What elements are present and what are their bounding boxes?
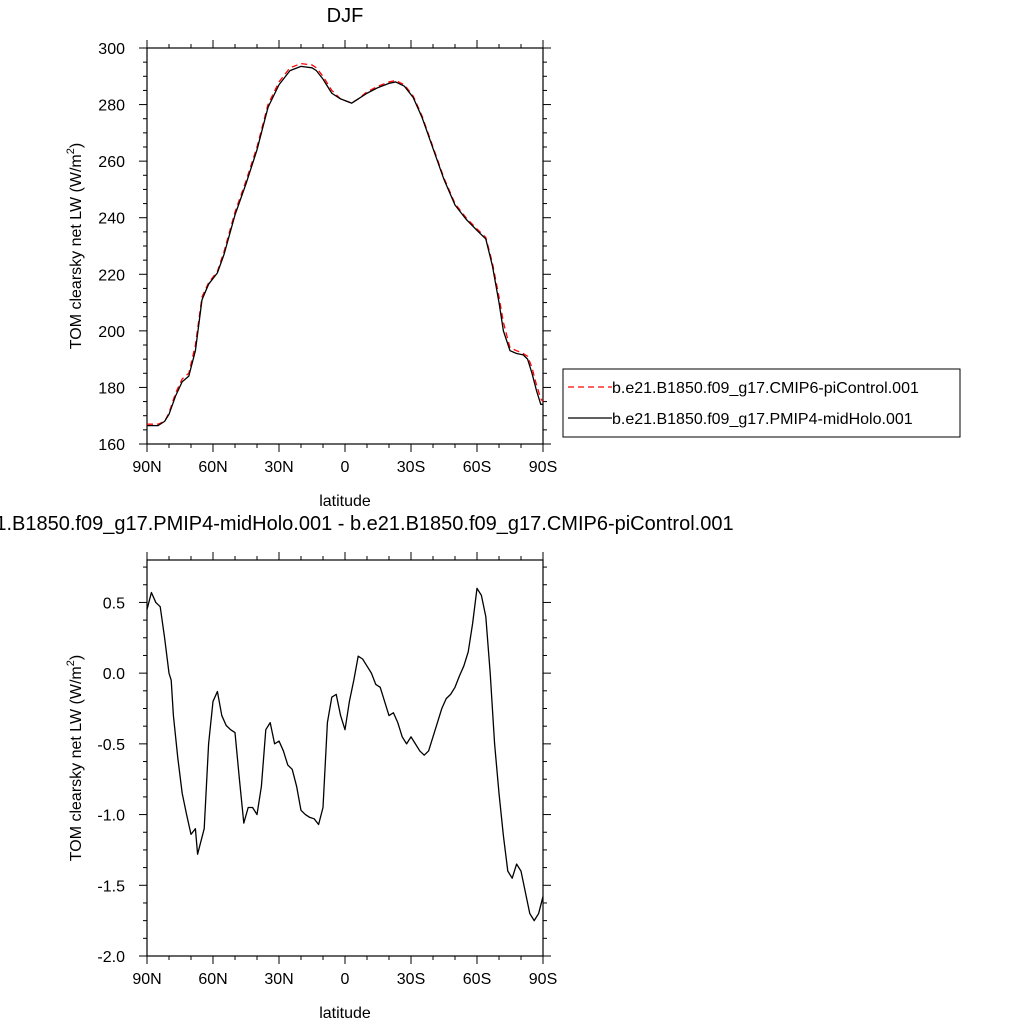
y-tick-label: 300	[98, 41, 125, 58]
x-tick-label: 30S	[397, 459, 425, 476]
series-line-0-1	[147, 65, 543, 427]
legend: b.e21.B1850.f09_g17.CMIP6-piControl.001 …	[562, 368, 961, 438]
top-tick-labels: 90N 60N 30N 0 30S 60S 90S 160 180 200 220 240 260 280…	[98, 41, 557, 476]
x-tick-label: 60S	[463, 459, 491, 476]
bottom-panel: b.e21.B1850.f09_g17.PMIP4-midHolo.001 - …	[0, 513, 734, 1022]
x-tick-label: 90N	[132, 459, 161, 476]
top-chart-title: DJF	[327, 5, 364, 27]
bottom-axis-ticks	[139, 552, 551, 964]
x-tick-label: 90S	[529, 459, 557, 476]
y-tick-label: -2.0	[97, 949, 125, 966]
y-tick-label: 240	[98, 211, 125, 228]
bottom-y-axis-label-sup: 2	[65, 660, 77, 666]
x-tick-label: 30N	[264, 459, 293, 476]
bottom-tick-labels: 90N 60N 30N 0 30S 60S 90S -2.0 -1.5 -1.0 -0.5 0.0 0.…	[97, 595, 557, 988]
x-tick-label: 90S	[529, 971, 557, 988]
x-tick-label: 0	[341, 459, 350, 476]
x-tick-label: 60S	[463, 971, 491, 988]
series-line-0-0	[147, 62, 544, 425]
series-line-1-0	[146, 587, 544, 922]
legend-label-picontrol: b.e21.B1850.f09_g17.CMIP6-piControl.001	[612, 380, 919, 397]
y-tick-label: 220	[98, 267, 125, 284]
top-x-axis-label: latitude	[319, 493, 371, 510]
y-tick-label: -0.5	[97, 737, 125, 754]
legend-box	[562, 368, 961, 438]
bottom-y-axis-label-main: TOM clearsky net LW (W/m	[68, 666, 85, 861]
top-y-axis-label-sup: 2	[65, 148, 77, 154]
top-plot-frame	[146, 47, 544, 445]
top-y-axis-label-main: TOM clearsky net LW (W/m	[68, 154, 85, 349]
bottom-y-axis-label-close: )	[68, 655, 85, 660]
x-tick-label: 30N	[264, 971, 293, 988]
y-tick-label: -1.0	[97, 808, 125, 825]
y-tick-label: 180	[98, 380, 125, 397]
bottom-plot-frame	[146, 559, 544, 957]
bottom-series-lines	[146, 587, 544, 922]
x-tick-label: 60N	[198, 459, 227, 476]
x-tick-label: 90N	[132, 971, 161, 988]
bottom-chart-title: b.e21.B1850.f09_g17.PMIP4-midHolo.001 - …	[0, 513, 734, 535]
legend-label-midholo: b.e21.B1850.f09_g17.PMIP4-midHolo.001	[612, 411, 913, 428]
y-tick-label: 0.0	[103, 666, 125, 683]
bottom-y-axis-label: TOM clearsky net LW (W/m2)	[65, 655, 85, 861]
top-y-axis-label-close: )	[68, 143, 85, 148]
top-series-lines	[147, 62, 544, 427]
y-tick-label: 200	[98, 324, 125, 341]
y-tick-label: 0.5	[103, 595, 125, 612]
y-tick-label: 160	[98, 437, 125, 454]
top-y-axis-label: TOM clearsky net LW (W/m2)	[65, 143, 85, 349]
top-axis-ticks	[139, 40, 551, 452]
x-tick-label: 60N	[198, 971, 227, 988]
y-tick-label: 260	[98, 154, 125, 171]
y-tick-label: 280	[98, 98, 125, 115]
y-tick-label: -1.5	[97, 878, 125, 895]
x-tick-label: 0	[341, 971, 350, 988]
x-tick-label: 30S	[397, 971, 425, 988]
top-panel: DJF 90N 60N 30N 0 30S 60S 90S 160 180 200 220 240 26…	[65, 5, 961, 510]
bottom-x-axis-label: latitude	[319, 1005, 371, 1022]
